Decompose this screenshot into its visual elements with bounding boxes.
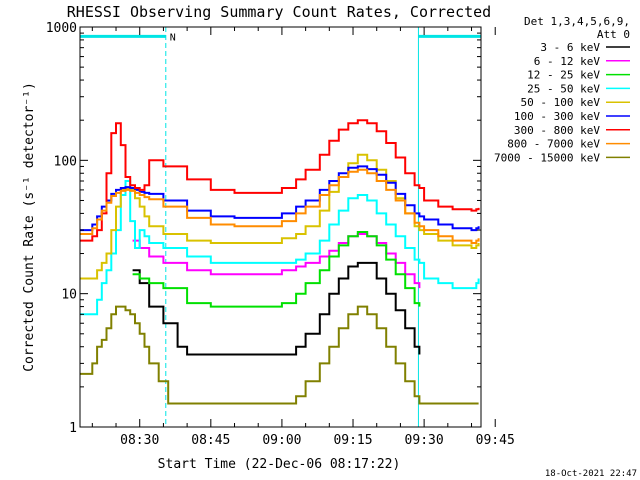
series-group: N <box>80 27 481 427</box>
x-axis-label: Start Time (22-Dec-06 08:17:22) <box>158 457 401 472</box>
series-line-3 <box>80 180 480 316</box>
legend-label: 100 - 300 keV <box>514 110 600 123</box>
y-tick-label: 100 <box>54 154 77 169</box>
x-tick-label: 09:30 <box>405 433 444 448</box>
plot-area: N <box>80 27 481 427</box>
legend-label: 300 - 800 keV <box>514 124 600 137</box>
y-tick-label: 10 <box>61 288 77 303</box>
x-tick-label: 08:45 <box>191 433 230 448</box>
legend-label: 7000 - 15000 keV <box>494 151 600 164</box>
x-tick-label: 09:00 <box>262 433 301 448</box>
series-line-4 <box>80 153 480 280</box>
series-line-2 <box>132 231 421 308</box>
night-flag-label: N <box>170 32 176 43</box>
series-line-8 <box>80 305 479 405</box>
series-line-6 <box>80 119 480 242</box>
legend-label: 50 - 100 keV <box>521 96 601 109</box>
x-axis: 08:30 08:45 09:00 09:15 09:30 09:45 <box>91 27 515 448</box>
legend-label: 800 - 7000 keV <box>507 138 600 151</box>
x-tick-label: 09:45 <box>476 433 515 448</box>
legend-label: 12 - 25 keV <box>527 69 600 82</box>
y-axis: 1 10 100 1000 <box>46 21 481 436</box>
series-line-7 <box>80 168 480 244</box>
timestamp: 18-Oct-2021 22:47 <box>545 469 637 479</box>
x-tick-label: 09:15 <box>333 433 372 448</box>
legend-header: Att 0 <box>597 28 630 41</box>
plot-frame <box>79 26 482 428</box>
legend-label: 6 - 12 keV <box>534 55 601 68</box>
y-axis-label: Corrected Count Rate (s⁻¹ detector⁻¹) <box>22 82 37 372</box>
legend-label: 25 - 50 keV <box>527 82 600 95</box>
x-tick-label: 08:30 <box>120 433 159 448</box>
legend-header: Det 1,3,4,5,6,9, <box>524 15 630 28</box>
y-tick-label: 1 <box>69 421 77 436</box>
chart-title: RHESSI Observing Summary Count Rates, Co… <box>67 3 491 21</box>
legend-label: 3 - 6 keV <box>540 41 600 54</box>
series-line-0 <box>132 261 421 356</box>
y-tick-label: 1000 <box>46 21 77 36</box>
